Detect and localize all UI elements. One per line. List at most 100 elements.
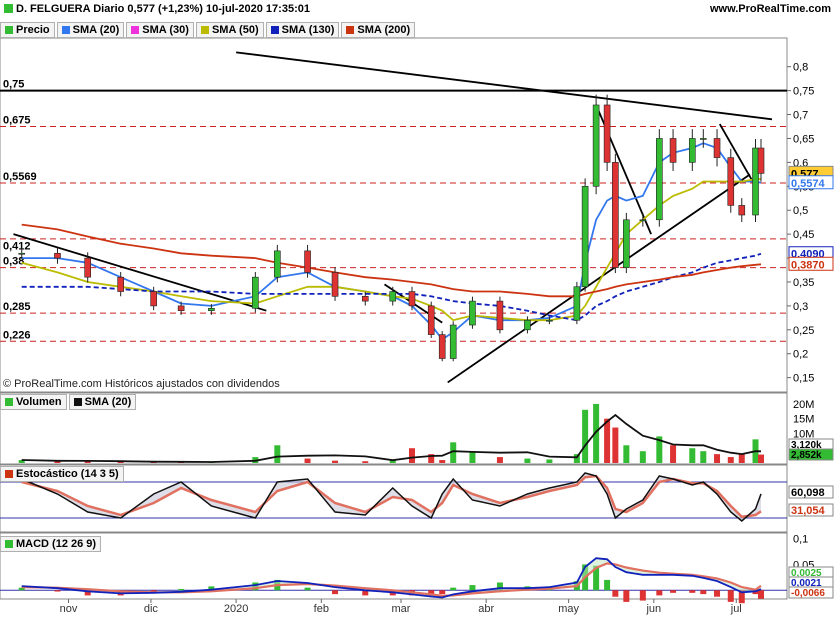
legend-item[interactable]: SMA (130) (265, 22, 340, 38)
legend-swatch-icon (131, 26, 140, 34)
x-tick-label: may (558, 603, 579, 615)
title-icon (4, 4, 13, 13)
volume-bar (727, 457, 734, 463)
title-text: D. FELGUERA Diario 0,577 (+1,23%) 10-jul… (16, 3, 310, 15)
candle-body (656, 138, 663, 221)
candle-body (524, 319, 531, 331)
legend-label: MACD (12 26 9) (16, 538, 97, 550)
legend-item[interactable]: MACD (12 26 9) (0, 536, 102, 552)
legend-swatch-icon (346, 26, 355, 34)
macd-badge-label: -0,0066 (791, 588, 825, 599)
candle-body (699, 138, 707, 140)
macd-histogram-bar (604, 579, 611, 591)
macd-histogram-bar (178, 588, 185, 591)
volume-bar (524, 458, 531, 463)
x-axis: nov dic 2020 feb mar abr may jun jul (60, 599, 742, 615)
candle-body (389, 291, 397, 302)
x-tick-label: abr (478, 603, 494, 615)
candle-body (669, 138, 677, 163)
volume-bar (593, 403, 600, 463)
candle-body (573, 286, 581, 321)
y-tick-label: 0,5 (793, 205, 808, 217)
candle-body (117, 276, 124, 292)
legend-item[interactable]: SMA (30) (126, 22, 194, 38)
x-tick-label: feb (314, 603, 329, 615)
y-tick-label: 0,8 (793, 62, 808, 74)
price-badge (788, 175, 834, 190)
price-badge-label: 0,5574 (791, 178, 826, 190)
legend-item[interactable]: SMA (50) (195, 22, 264, 38)
credit-text: © ProRealTime.com Históricos ajustados c… (3, 378, 280, 390)
volume-bar (428, 454, 435, 463)
legend-label: SMA (30) (142, 24, 189, 36)
candle-body (689, 138, 696, 163)
volume-badge (788, 448, 834, 461)
legend-label: SMA (50) (211, 24, 259, 36)
legend-label: SMA (200) (357, 24, 411, 36)
level-label: 0,38 (3, 256, 24, 268)
volume-bar (573, 454, 580, 463)
stoch-d-line (21, 474, 762, 519)
stochastic-legend: Estocástico (14 3 5) (0, 466, 124, 482)
macd-histogram-bar (450, 587, 457, 591)
macd-histogram-bar (496, 582, 503, 591)
candle-body (408, 291, 416, 307)
candle-body (713, 138, 721, 158)
level-label: 0,675 (3, 115, 31, 127)
candle-body (427, 305, 435, 335)
legend-label: Volumen (16, 396, 62, 408)
volume-bar (469, 451, 476, 463)
legend-label: SMA (130) (281, 24, 335, 36)
x-tick-label: jun (645, 603, 661, 615)
y-tick-label: 0,35 (793, 277, 814, 289)
legend-item[interactable]: SMA (20) (68, 394, 137, 410)
candle-body (18, 252, 26, 255)
level-label: 0,5569 (3, 171, 37, 183)
trendline (719, 123, 754, 182)
chart-title: D. FELGUERA Diario 0,577 (+1,23%) 10-jul… (4, 3, 310, 15)
site-link[interactable]: www.ProRealTime.com (709, 3, 831, 15)
legend-item[interactable]: Volumen (0, 394, 67, 410)
legend-swatch-icon (5, 26, 13, 34)
legend-item[interactable]: Estocástico (14 3 5) (0, 466, 124, 482)
level-label: 0,226 (3, 329, 31, 341)
legend-swatch-icon (61, 26, 70, 34)
legend-item[interactable]: SMA (200) (341, 22, 416, 38)
macd-badge-label: 0,0025 (791, 568, 822, 579)
legend-swatch-icon (73, 398, 82, 406)
legend-item[interactable]: SMA (20) (56, 22, 125, 38)
x-tick-label: nov (60, 603, 78, 615)
legend-label: SMA (20) (84, 396, 132, 408)
trendline (447, 173, 751, 384)
volume-bar (496, 457, 503, 463)
y-tick-label: 20M (793, 399, 814, 411)
sma-line (21, 223, 762, 298)
volume-badge-label: 2,852k (791, 450, 822, 461)
macd-histogram-bar (428, 590, 435, 596)
legend-item[interactable]: Precio (0, 22, 55, 38)
candle-body (727, 157, 735, 206)
volume-bar (54, 461, 61, 463)
macd-histogram-bar (439, 590, 446, 595)
macd-badge (788, 586, 834, 599)
volume-bar (439, 460, 446, 463)
price-panel-frame (0, 37, 788, 393)
candle-body (150, 291, 157, 307)
macd-histogram-bar (362, 590, 369, 596)
macd-panel-frame (0, 532, 788, 600)
stoch-badge (788, 503, 834, 517)
macd-histogram-bar (758, 590, 765, 599)
stochastic-panel-frame (0, 464, 788, 533)
macd-histogram-bar (727, 590, 734, 602)
volume-bar (332, 460, 339, 463)
volume-bar (117, 461, 124, 463)
x-tick-label: dic (144, 603, 159, 615)
candle-body (208, 307, 215, 311)
candle-body (752, 147, 759, 216)
trendline (235, 51, 773, 121)
candle-body (252, 276, 259, 309)
candle-body (546, 319, 553, 322)
volume-bar (274, 445, 281, 463)
volume-bar (604, 418, 611, 463)
